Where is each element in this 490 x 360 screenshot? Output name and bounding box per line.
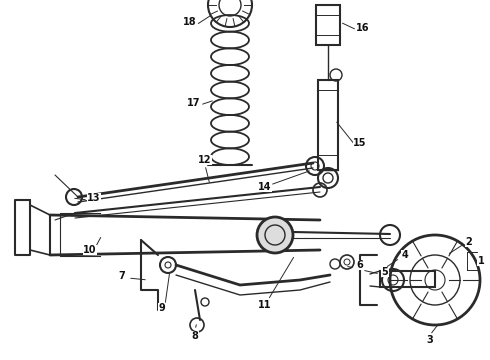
Text: 17: 17 [187,98,201,108]
Text: 2: 2 [466,237,472,247]
Text: 12: 12 [198,155,212,165]
Text: 8: 8 [192,331,198,341]
Circle shape [257,217,293,253]
Text: 1: 1 [478,256,485,266]
Text: 10: 10 [83,245,97,255]
Text: 13: 13 [87,193,101,203]
Text: 18: 18 [183,17,197,27]
Text: 5: 5 [382,267,389,277]
Text: 15: 15 [353,138,367,148]
Text: 7: 7 [119,271,125,281]
Bar [318,80,338,170]
Text: 6: 6 [357,260,364,270]
Bar [380,271,435,287]
Text: 11: 11 [258,300,272,310]
Text: 14: 14 [258,182,272,192]
Text: 4: 4 [402,250,408,260]
Text: 16: 16 [356,23,370,33]
Bar [316,5,340,45]
Text: 3: 3 [427,335,433,345]
Text: 9: 9 [159,303,166,313]
